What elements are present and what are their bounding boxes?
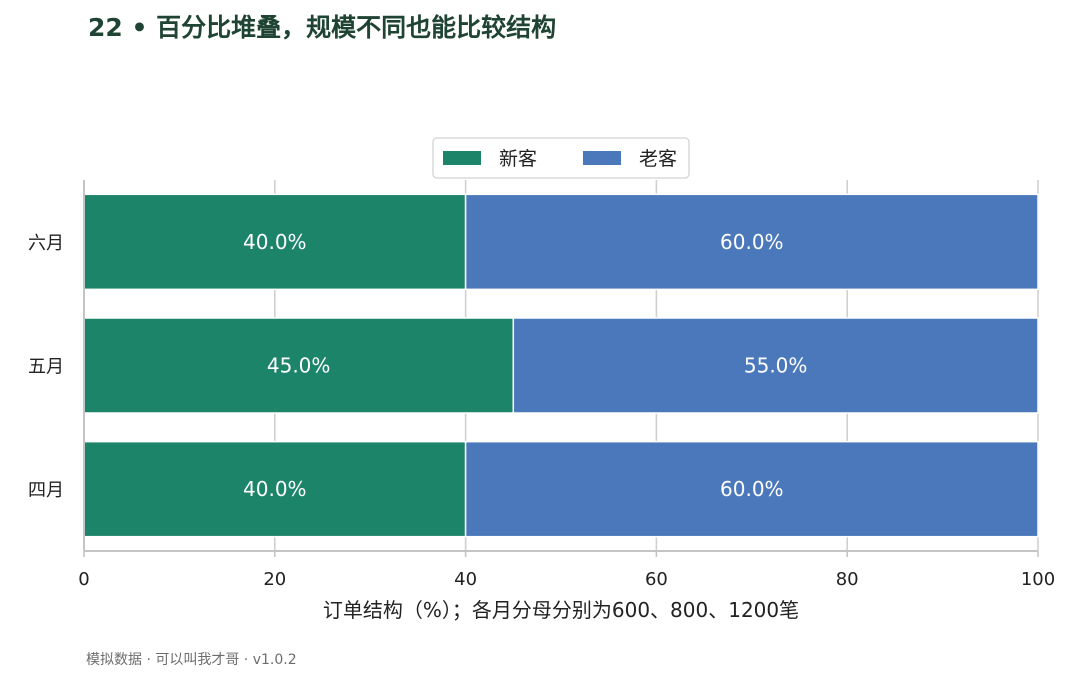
bar-segment [83,440,467,538]
bar-segment [464,193,1039,291]
x-tick-label: 100 [1021,569,1055,590]
footer-note: 模拟数据 · 可以叫我才哥 · v1.0.2 [86,652,297,668]
bar-value-label: 45.0% [267,354,331,378]
x-axis-title: 订单结构（%）；各月分母分别为600、800、1200笔 [323,598,799,622]
x-tick-label: 60 [645,569,668,590]
legend-swatch [443,151,481,165]
x-tick-label: 80 [836,569,859,590]
x-tick-label: 40 [454,569,477,590]
bar-value-label: 40.0% [243,477,307,501]
bar-value-label: 60.0% [720,477,784,501]
category-label: 四月 [28,480,64,501]
legend-box [432,137,690,179]
bar-value-label: 60.0% [720,230,784,254]
x-tick-label: 20 [263,569,286,590]
x-tick-label: 0 [78,569,89,590]
bars: 40.0% 60.0% 45.0% 55.0% 40.0% 60.0% [83,193,1039,538]
category-label: 六月 [28,233,64,254]
bar-value-label: 40.0% [243,230,307,254]
bar-segment [83,317,515,414]
legend[interactable]: 新客 老客 [432,137,690,179]
bar-segment [464,440,1039,538]
legend-label: 老客 [639,148,677,170]
page-title: 22 • 百分比堆叠，规模不同也能比较结构 [88,13,557,42]
category-label: 五月 [28,357,64,378]
legend-label: 新客 [499,148,537,170]
bar-value-label: 55.0% [744,354,808,378]
bar-segment [512,317,1039,414]
legend-swatch [583,151,621,165]
